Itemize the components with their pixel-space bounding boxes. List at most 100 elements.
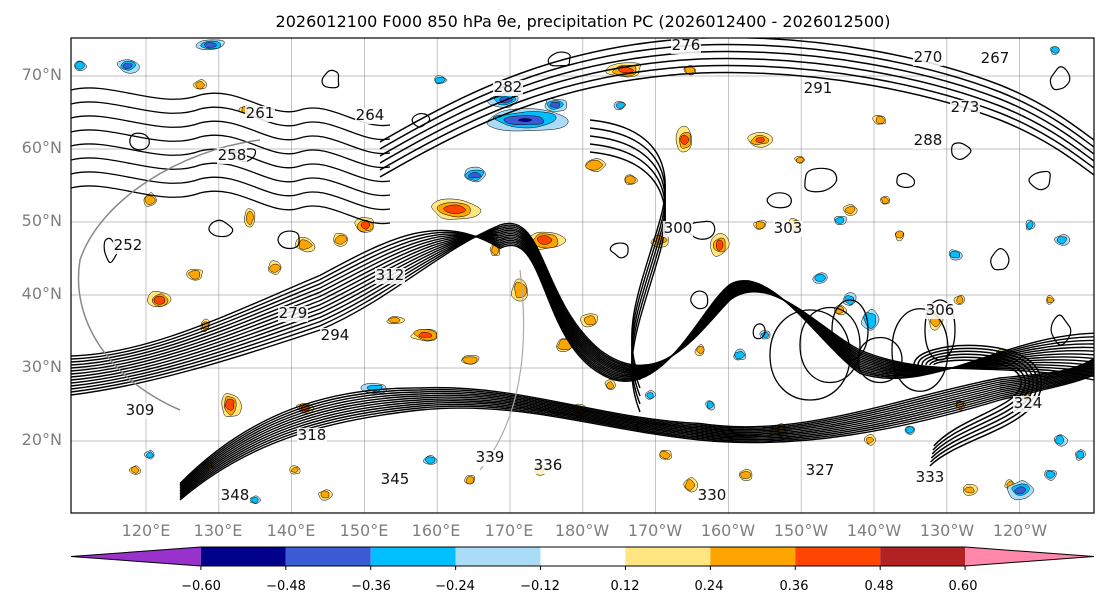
colorbar-label-m036: −0.36 bbox=[351, 579, 391, 594]
lon-label-150w: 150°W bbox=[774, 521, 829, 540]
contour-label: 261 bbox=[246, 104, 275, 122]
contour-label-bg bbox=[697, 488, 727, 504]
contour-line bbox=[179, 357, 1094, 484]
contour-line bbox=[71, 143, 391, 183]
precip-positive-patch bbox=[290, 467, 299, 473]
contour-label: 288 bbox=[914, 131, 943, 149]
colorbar-bin bbox=[370, 547, 456, 566]
contour-label-bg bbox=[913, 133, 943, 149]
contour-line bbox=[179, 369, 1094, 497]
contour-label-bg bbox=[278, 306, 308, 322]
precip-positive-patch bbox=[153, 295, 165, 305]
contour-label: 303 bbox=[774, 219, 803, 237]
contour-label-bg bbox=[803, 81, 833, 97]
contour-line bbox=[71, 234, 1094, 375]
contour-line bbox=[179, 372, 1094, 500]
contour-label: 327 bbox=[806, 461, 835, 479]
precip-positive-patch bbox=[716, 239, 724, 251]
precip-negative-patch bbox=[425, 456, 436, 464]
theta-e-contours bbox=[71, 38, 1094, 501]
contour-label: 270 bbox=[914, 48, 943, 66]
precip-positive-patch bbox=[755, 221, 765, 230]
precip-negative-patch bbox=[518, 118, 532, 123]
contour-label-bg bbox=[220, 488, 250, 504]
lon-label-120e: 120°E bbox=[122, 521, 171, 540]
contour-label-bg bbox=[773, 221, 803, 237]
precip-negative-patch bbox=[468, 172, 482, 179]
colorbar-bin bbox=[795, 547, 881, 566]
colorbar-tick-labels: −0.60 −0.48 −0.36 −0.24 −0.12 0.12 0.24 … bbox=[181, 579, 977, 594]
contour-label: 345 bbox=[381, 470, 410, 488]
precip-negative-patch bbox=[1076, 450, 1084, 459]
precip-negative-patch bbox=[1014, 486, 1027, 495]
contour-label: 282 bbox=[494, 78, 523, 96]
contour-line bbox=[1028, 170, 1051, 191]
precip-positive-patch bbox=[269, 263, 281, 273]
precip-positive-patch bbox=[246, 211, 254, 226]
lon-label-140w: 140°W bbox=[847, 521, 902, 540]
contour-line bbox=[179, 360, 1094, 487]
lon-label-170e: 170°E bbox=[485, 521, 534, 540]
contour-line bbox=[71, 171, 391, 211]
precip-positive-patch bbox=[680, 134, 690, 145]
contour-line bbox=[1050, 314, 1072, 346]
contour-line bbox=[71, 231, 1094, 381]
contour-label-bg bbox=[805, 463, 835, 479]
contour-label: 273 bbox=[951, 98, 980, 116]
lon-label-120w: 120°W bbox=[993, 521, 1048, 540]
contour-line bbox=[379, 57, 1094, 164]
contour-label: 333 bbox=[916, 468, 945, 486]
precip-positive-patch bbox=[387, 317, 400, 324]
precip-negative-patch bbox=[75, 61, 85, 70]
contour-line bbox=[71, 87, 391, 127]
contour-line bbox=[766, 192, 792, 209]
contour-line bbox=[589, 151, 666, 413]
precip-negative-patch bbox=[616, 102, 625, 109]
contour-label: 339 bbox=[476, 448, 505, 466]
precip-negative-patch bbox=[122, 62, 133, 69]
precip-positive-patch bbox=[585, 159, 604, 171]
precip-positive-patch bbox=[583, 315, 596, 326]
colorbar-label-m060: −0.60 bbox=[181, 579, 221, 594]
lon-label-130w: 130°W bbox=[920, 521, 975, 540]
contour-line bbox=[71, 234, 1094, 378]
precip-positive-patch bbox=[606, 381, 614, 389]
colorbar-label-m048: −0.48 bbox=[266, 579, 306, 594]
contour-label-bg bbox=[493, 80, 523, 96]
precip-positive-patch bbox=[880, 196, 889, 204]
map-panel: 276 270 267 273 261 264 282 291 288 300 303 306 309 3… bbox=[70, 37, 1095, 514]
precip-negative-patch bbox=[204, 42, 217, 48]
contour-line bbox=[411, 112, 431, 128]
colorbar-label-p024: 0.24 bbox=[695, 579, 724, 594]
latitude-labels: 70°N 60°N 50°N 40°N 30°N 20°N bbox=[22, 65, 62, 449]
precip-negative-patch bbox=[434, 77, 446, 84]
contour-label-bg bbox=[320, 328, 350, 344]
colorbar-label-p048: 0.48 bbox=[865, 579, 894, 594]
lon-label-130e: 130°E bbox=[194, 521, 243, 540]
longitude-labels: 120°E 130°E 140°E 150°E 160°E 170°E 180°… bbox=[122, 521, 1048, 540]
colorbar-label-m024: −0.24 bbox=[435, 579, 475, 594]
precip-positive-patch bbox=[188, 269, 201, 280]
contour-label-bg bbox=[1013, 396, 1043, 412]
precip-positive-patch bbox=[131, 466, 140, 474]
precip-positive-patch bbox=[334, 234, 348, 245]
contour-line bbox=[71, 115, 391, 155]
lon-label-140e: 140°E bbox=[267, 521, 316, 540]
precip-negative-patch bbox=[706, 400, 714, 409]
contour-line bbox=[896, 172, 916, 189]
precip-positive-patch bbox=[624, 175, 636, 185]
colorbar bbox=[70, 546, 1095, 570]
figure-title: 2026012100 F000 850 hPa θe, precipitatio… bbox=[276, 12, 891, 31]
precip-positive-patch bbox=[844, 205, 856, 215]
precip-positive-patch bbox=[740, 471, 751, 479]
contour-line bbox=[179, 374, 1094, 501]
contour-label-bg bbox=[475, 450, 505, 466]
lat-label-40n: 40°N bbox=[22, 284, 62, 303]
contour-label: 306 bbox=[926, 301, 955, 319]
contour-line bbox=[857, 337, 903, 383]
contour-line bbox=[929, 356, 1026, 451]
precip-negative-patch bbox=[1056, 236, 1067, 245]
precip-positive-patch bbox=[225, 398, 235, 411]
contour-line bbox=[179, 359, 1094, 486]
colorbar-bin bbox=[285, 547, 371, 566]
